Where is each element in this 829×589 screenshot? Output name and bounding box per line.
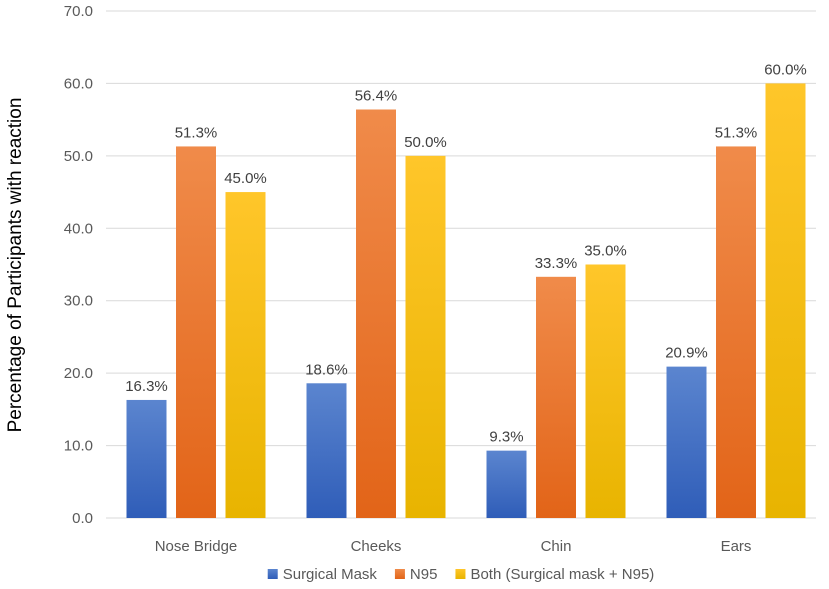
legend-swatch — [455, 569, 466, 579]
bar-surgical-mask — [306, 383, 347, 518]
y-tick-label: 50.0 — [64, 148, 93, 165]
y-tick-label: 70.0 — [64, 3, 93, 20]
x-category-label: Nose Bridge — [155, 538, 238, 555]
y-tick-label: 60.0 — [64, 75, 93, 92]
bar-surgical-mask — [486, 450, 527, 518]
y-tick-label: 0.0 — [72, 510, 93, 527]
legend-label: Both (Surgical mask + N95) — [470, 566, 654, 583]
legend-swatch — [267, 569, 278, 579]
bar-both-surgical-mask-n95- — [405, 155, 446, 518]
bar-both-surgical-mask-n95- — [585, 264, 626, 518]
data-label: 56.4% — [355, 88, 398, 105]
data-label: 50.0% — [404, 134, 447, 151]
y-tick-label: 30.0 — [64, 293, 93, 310]
bar-n95 — [716, 146, 756, 519]
data-label: 9.3% — [489, 429, 523, 446]
y-tick-label: 40.0 — [64, 220, 93, 237]
y-tick-label: 20.0 — [64, 365, 93, 382]
data-label: 45.0% — [224, 170, 267, 187]
bar-both-surgical-mask-n95- — [225, 192, 266, 519]
data-label: 60.0% — [764, 61, 807, 78]
data-label: 18.6% — [305, 361, 348, 378]
x-category-label: Cheeks — [351, 538, 402, 555]
legend-label: N95 — [410, 566, 438, 583]
data-label: 51.3% — [175, 124, 218, 141]
bar-both-surgical-mask-n95- — [765, 83, 806, 518]
data-label: 35.0% — [584, 243, 627, 260]
x-category-label: Chin — [541, 538, 572, 555]
bar-surgical-mask — [126, 399, 167, 518]
bar-n95 — [176, 146, 216, 519]
y-axis-title: Percentage of Participants with reaction — [5, 98, 26, 433]
bar-surgical-mask — [666, 366, 707, 518]
y-tick-label: 10.0 — [64, 438, 93, 455]
legend-swatch — [394, 569, 405, 579]
legend-label: Surgical Mask — [283, 566, 378, 583]
bar-n95 — [356, 109, 396, 518]
data-label: 33.3% — [535, 255, 578, 272]
bar-n95 — [536, 276, 576, 518]
data-label: 51.3% — [715, 124, 758, 141]
x-category-label: Ears — [721, 538, 752, 555]
data-label: 20.9% — [665, 345, 708, 362]
data-label: 16.3% — [125, 378, 168, 395]
